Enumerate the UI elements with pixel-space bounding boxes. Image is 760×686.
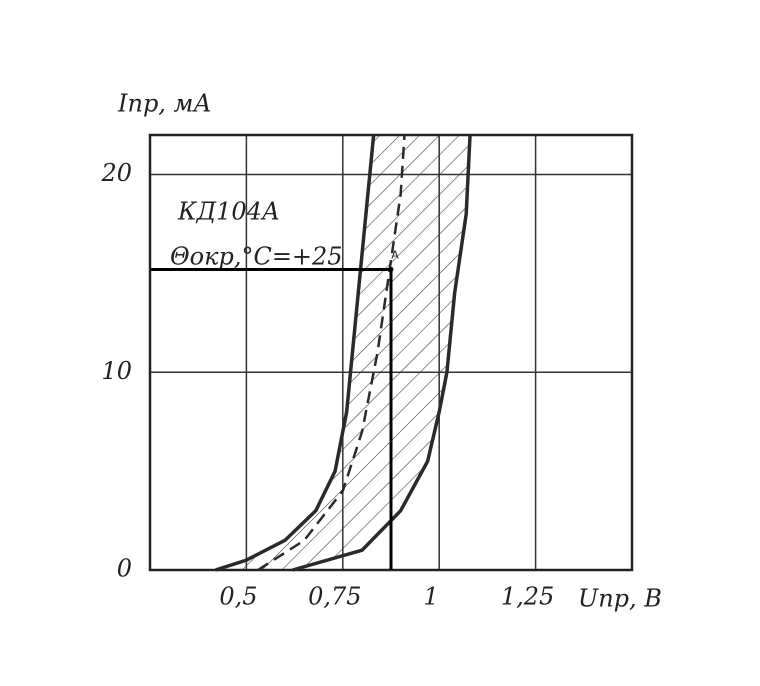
- annotation: КД104А: [177, 198, 280, 226]
- x-tick-label: 0,75: [308, 583, 361, 611]
- curve: [292, 134, 472, 572]
- curve: [215, 134, 376, 572]
- x-axis-label: Uпр, В: [578, 585, 662, 613]
- y-tick-label: 10: [101, 357, 132, 385]
- y-axis-label: Iпр, мА: [117, 90, 212, 118]
- y-tick-label: 0: [117, 555, 132, 583]
- y-tick-label: 20: [100, 159, 132, 187]
- annotation: Θокр,°С=+25: [170, 243, 343, 271]
- hatch-area: [215, 135, 471, 570]
- curve: [257, 134, 406, 572]
- x-tick-label: 1: [424, 583, 439, 611]
- x-tick-label: 1,25: [501, 583, 554, 611]
- point-marker: [388, 266, 394, 272]
- x-tick-label: 0,5: [219, 583, 257, 611]
- point-label: A: [391, 248, 399, 261]
